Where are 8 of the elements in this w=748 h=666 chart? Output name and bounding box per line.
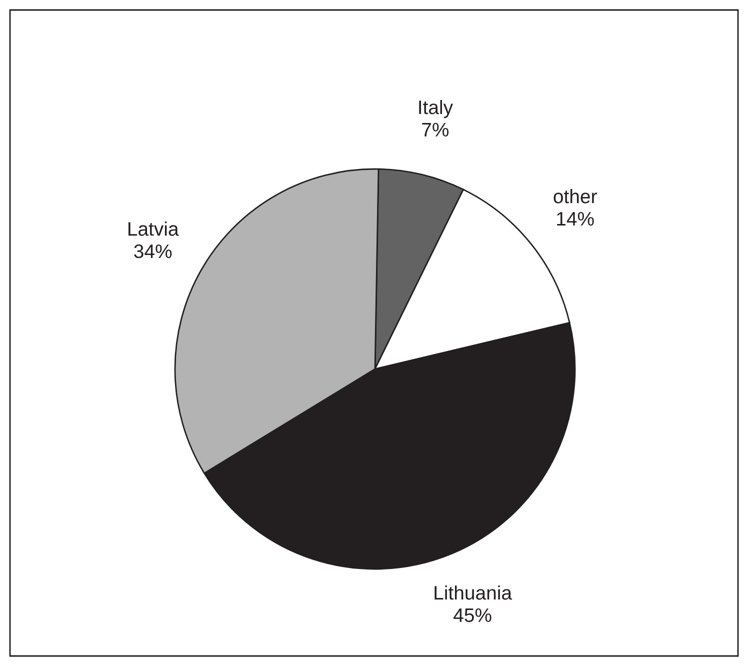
slice-label: Italy — [419, 100, 453, 118]
data-label: 34% — [134, 244, 172, 258]
slice-label: other — [554, 189, 597, 204]
slice-label: Latvia — [128, 222, 179, 236]
data-label: 7% — [422, 122, 449, 136]
data-label: 14% — [557, 212, 594, 226]
data-label: 45% — [454, 608, 492, 622]
slice-label: Lithuania — [434, 585, 512, 600]
